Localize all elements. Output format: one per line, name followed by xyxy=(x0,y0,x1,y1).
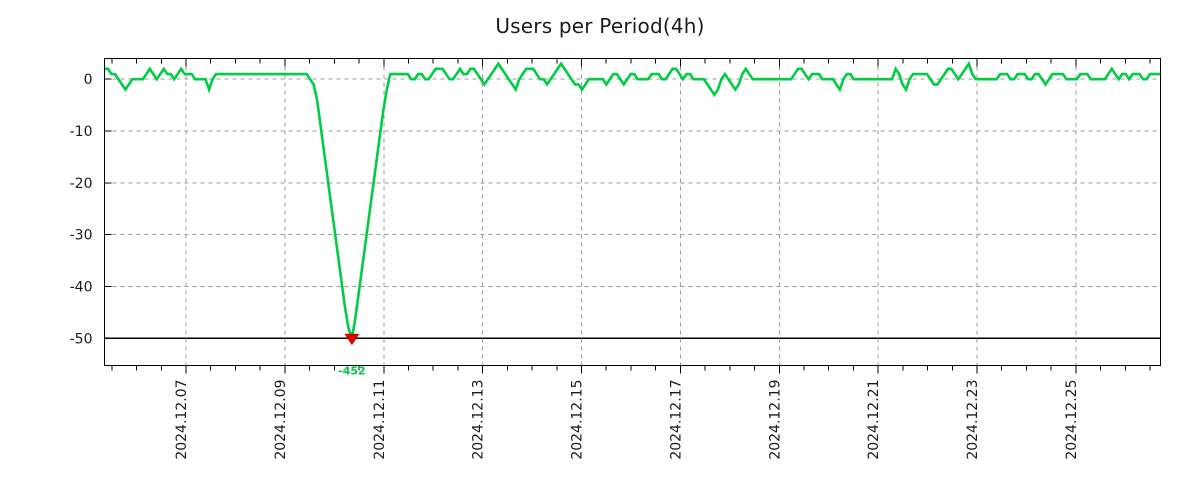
x-axis-tick-label: 2024.12.11 xyxy=(372,380,388,460)
plot-frame xyxy=(103,57,1162,367)
y-axis-tick-label: -20 xyxy=(70,176,93,192)
x-axis-tick-label: 2024.12.25 xyxy=(1064,380,1080,460)
y-axis-tick-label: -30 xyxy=(70,228,93,244)
x-axis-tick-label: 2024.12.15 xyxy=(570,380,586,460)
x-axis-tick-label: 2024.12.21 xyxy=(866,380,882,460)
x-axis-tick-label: 2024.12.23 xyxy=(965,380,981,460)
y-axis-tick-label: 0 xyxy=(84,72,93,88)
x-axis-tick-label: 2024.12.19 xyxy=(767,380,783,460)
x-axis-tick-label: 2024.12.17 xyxy=(668,380,684,460)
y-axis-tick-label: -50 xyxy=(70,331,93,347)
minimum-value-annotation: -452 xyxy=(338,365,366,378)
y-axis-tick-label: -40 xyxy=(70,279,93,295)
y-axis-tick-label: -10 xyxy=(70,124,93,140)
x-axis-tick-label: 2024.12.09 xyxy=(273,380,289,460)
minimum-marker-triangle-icon xyxy=(344,333,360,346)
x-axis-tick-label: 2024.12.13 xyxy=(471,380,487,460)
x-axis-tick-label: 2024.12.07 xyxy=(174,380,190,460)
data-series-line xyxy=(104,60,1161,339)
chart-title: Users per Period(4h) xyxy=(495,14,705,38)
